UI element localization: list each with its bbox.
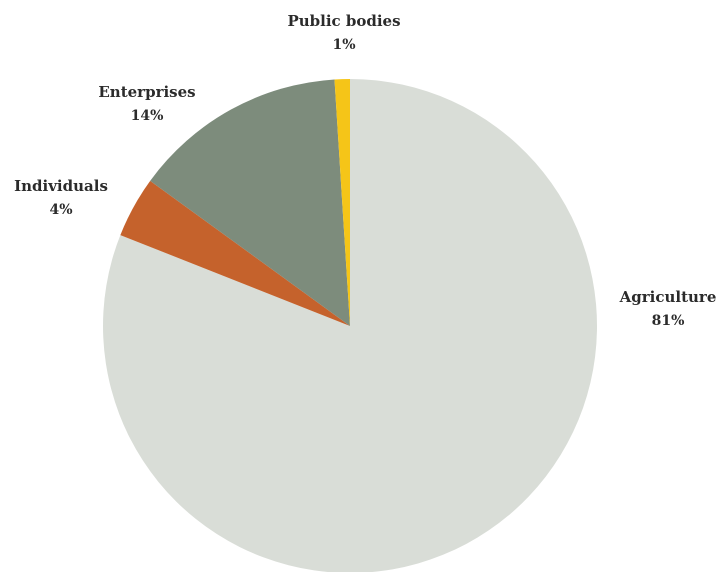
pie-label-agriculture: Agriculture: [619, 288, 717, 306]
pie-slice-individuals: [120, 180, 350, 326]
pie-label-public-bodies: Public bodies: [287, 12, 400, 30]
pie-value-individuals: 4%: [49, 202, 72, 218]
pie-value-agriculture: 81%: [652, 313, 685, 329]
pie-labels: Agriculture 81% Individuals 4% Enterprises 14…: [14, 12, 716, 329]
pie-slice-agriculture: [103, 79, 598, 573]
pie-slices: [103, 79, 598, 573]
pie-label-enterprises: Enterprises: [98, 83, 195, 101]
pie-slice-public-bodies: [334, 79, 350, 326]
pie-slice-enterprises: [150, 79, 350, 327]
pie-value-public-bodies: 1%: [332, 37, 355, 53]
pie-label-individuals: Individuals: [14, 177, 108, 195]
pie-value-enterprises: 14%: [131, 108, 164, 124]
